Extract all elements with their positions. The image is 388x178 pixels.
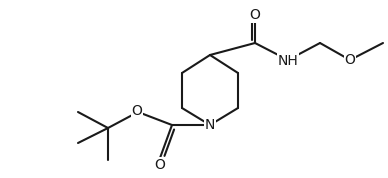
Text: N: N xyxy=(205,118,215,132)
Text: O: O xyxy=(345,53,355,67)
Text: O: O xyxy=(154,158,165,172)
Text: O: O xyxy=(249,8,260,22)
Text: NH: NH xyxy=(278,54,298,68)
Text: O: O xyxy=(132,104,142,118)
